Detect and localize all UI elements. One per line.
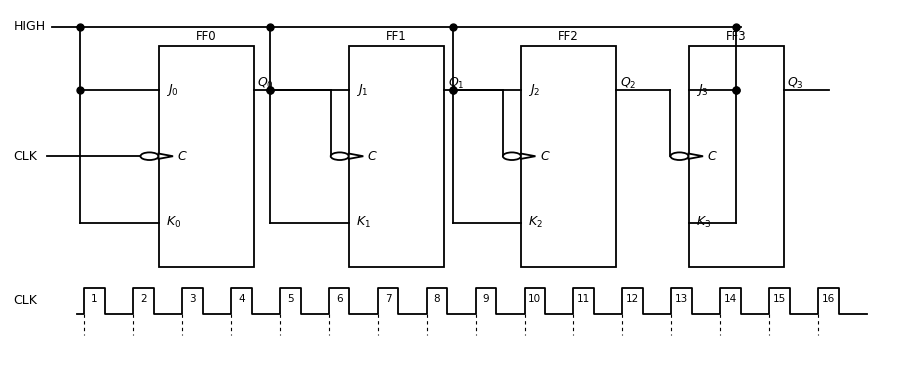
Text: 6: 6	[336, 294, 342, 304]
Text: 12: 12	[626, 294, 640, 304]
Text: C: C	[540, 150, 549, 163]
Text: C: C	[708, 150, 717, 163]
Circle shape	[670, 152, 689, 160]
Text: C: C	[368, 150, 377, 163]
Circle shape	[331, 152, 349, 160]
Text: C: C	[178, 150, 187, 163]
Text: $J_2$: $J_2$	[528, 82, 541, 98]
Text: 4: 4	[238, 294, 245, 304]
Text: 1: 1	[92, 294, 98, 304]
Text: FF0: FF0	[196, 30, 217, 43]
Text: 5: 5	[287, 294, 294, 304]
Text: 7: 7	[385, 294, 391, 304]
Text: 10: 10	[528, 294, 542, 304]
Bar	[159, 46, 254, 267]
Text: 9: 9	[483, 294, 489, 304]
Text: $K_3$: $K_3$	[696, 215, 711, 230]
Text: $J_0$: $J_0$	[166, 82, 178, 98]
Circle shape	[503, 152, 521, 160]
Text: 11: 11	[577, 294, 591, 304]
Text: 3: 3	[189, 294, 196, 304]
Text: 14: 14	[724, 294, 737, 304]
Circle shape	[140, 152, 159, 160]
Text: FF2: FF2	[558, 30, 579, 43]
Text: $K_2$: $K_2$	[528, 215, 543, 230]
Text: $J_3$: $J_3$	[696, 82, 708, 98]
Text: 2: 2	[140, 294, 147, 304]
Text: 8: 8	[434, 294, 440, 304]
Bar	[349, 46, 444, 267]
Text: $Q_3$: $Q_3$	[787, 75, 804, 91]
Bar	[689, 46, 784, 267]
Bar	[521, 46, 616, 267]
Text: $J_1$: $J_1$	[356, 82, 369, 98]
Text: FF3: FF3	[726, 30, 747, 43]
Polygon shape	[159, 154, 173, 159]
Polygon shape	[521, 154, 535, 159]
Text: HIGH: HIGH	[14, 20, 45, 33]
Text: 15: 15	[773, 294, 786, 304]
Text: $Q_2$: $Q_2$	[620, 75, 636, 91]
Polygon shape	[689, 154, 703, 159]
Polygon shape	[349, 154, 363, 159]
Text: $K_1$: $K_1$	[356, 215, 371, 230]
Text: CLK: CLK	[14, 295, 37, 307]
Text: FF1: FF1	[386, 30, 407, 43]
Text: 16: 16	[822, 294, 835, 304]
Text: 13: 13	[675, 294, 689, 304]
Text: $K_0$: $K_0$	[166, 215, 181, 230]
Text: $Q_1$: $Q_1$	[448, 75, 464, 91]
Text: $Q_0$: $Q_0$	[257, 75, 275, 91]
Text: CLK: CLK	[14, 150, 37, 163]
